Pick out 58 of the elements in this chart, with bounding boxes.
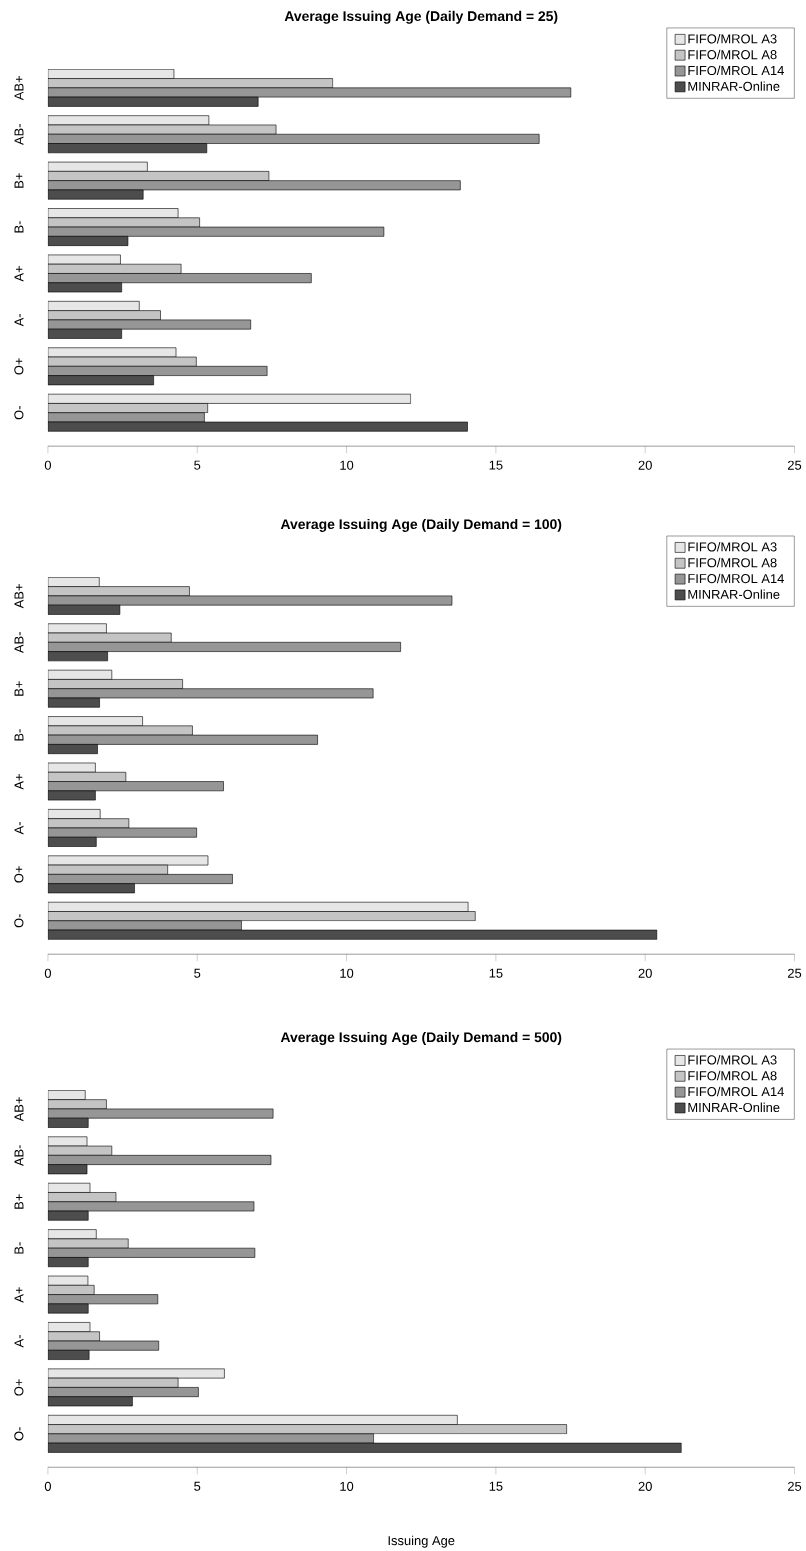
y-tick-label: A+ bbox=[14, 774, 24, 790]
x-tick-label: 15 bbox=[489, 460, 503, 470]
x-tick-label: 10 bbox=[340, 1481, 354, 1491]
x-tick-label: 5 bbox=[193, 460, 201, 470]
y-tick-label: O+ bbox=[14, 358, 24, 375]
legend-label: FIFO/MROL A3 bbox=[688, 1055, 777, 1065]
x-tick-label: 0 bbox=[44, 460, 51, 470]
chart-title: Average Issuing Age (Daily Demand = 100) bbox=[280, 518, 562, 532]
legend-label: FIFO/MROL A3 bbox=[688, 33, 777, 44]
y-tick-label: AB+ bbox=[14, 1097, 24, 1122]
y-tick-label: O- bbox=[14, 1427, 24, 1441]
x-tick-label: 20 bbox=[638, 968, 652, 978]
x-tick-label: 0 bbox=[44, 968, 51, 978]
legend-label: FIFO/MROL A8 bbox=[688, 557, 777, 568]
legend-label: MINRAR-Online bbox=[688, 81, 780, 91]
legend-label: FIFO/MROL A14 bbox=[688, 1086, 784, 1097]
legend-label: MINRAR-Online bbox=[688, 589, 780, 599]
x-tick-label: 5 bbox=[193, 968, 201, 978]
y-tick-label: A- bbox=[14, 1335, 24, 1348]
x-tick-label: 25 bbox=[787, 1481, 801, 1491]
y-tick-label: AB- bbox=[14, 124, 24, 145]
y-tick-label: O+ bbox=[14, 1379, 24, 1396]
y-tick-label: B+ bbox=[14, 173, 24, 188]
legend-label: FIFO/MROL A14 bbox=[688, 65, 784, 76]
y-tick-label: A+ bbox=[14, 1287, 24, 1303]
y-tick-label: A- bbox=[14, 314, 24, 327]
y-tick-label: A+ bbox=[14, 266, 24, 282]
x-tick-label: 5 bbox=[193, 1481, 201, 1491]
chart-title: Average Issuing Age (Daily Demand = 500) bbox=[280, 1031, 562, 1045]
legend-label: FIFO/MROL A3 bbox=[688, 541, 777, 552]
y-tick-label: O+ bbox=[14, 866, 24, 883]
y-tick-label: B- bbox=[14, 221, 24, 233]
x-tick-label: 15 bbox=[489, 1481, 503, 1491]
x-tick-label: 0 bbox=[44, 1481, 51, 1491]
y-tick-label: B- bbox=[14, 1242, 24, 1254]
x-tick-label: 20 bbox=[638, 460, 652, 470]
x-tick-label: 25 bbox=[787, 460, 801, 470]
y-tick-label: O- bbox=[14, 406, 24, 420]
y-tick-label: AB+ bbox=[14, 584, 24, 609]
legend-label: MINRAR-Online bbox=[688, 1102, 780, 1113]
y-tick-label: A- bbox=[14, 822, 24, 835]
y-tick-label: AB- bbox=[14, 632, 24, 654]
x-tick-label: 25 bbox=[787, 968, 801, 978]
y-tick-label: AB+ bbox=[14, 76, 24, 101]
legend-label: FIFO/MROL A8 bbox=[688, 49, 777, 60]
chart-title: Average Issuing Age (Daily Demand = 25) bbox=[284, 10, 558, 24]
y-tick-label: O- bbox=[14, 914, 24, 928]
x-tick-label: 10 bbox=[340, 968, 354, 978]
y-tick-label: B+ bbox=[14, 1194, 24, 1209]
legend-label: FIFO/MROL A8 bbox=[688, 1070, 777, 1081]
x-tick-label: 10 bbox=[340, 460, 354, 470]
y-tick-label: B+ bbox=[14, 681, 24, 696]
y-tick-label: B- bbox=[14, 729, 24, 741]
legend-label: FIFO/MROL A14 bbox=[688, 573, 784, 584]
x-tick-label: 15 bbox=[489, 968, 503, 978]
y-tick-label: AB- bbox=[14, 1145, 24, 1167]
x-tick-label: 20 bbox=[638, 1481, 652, 1491]
x-axis-title: Issuing Age bbox=[388, 1535, 455, 1548]
